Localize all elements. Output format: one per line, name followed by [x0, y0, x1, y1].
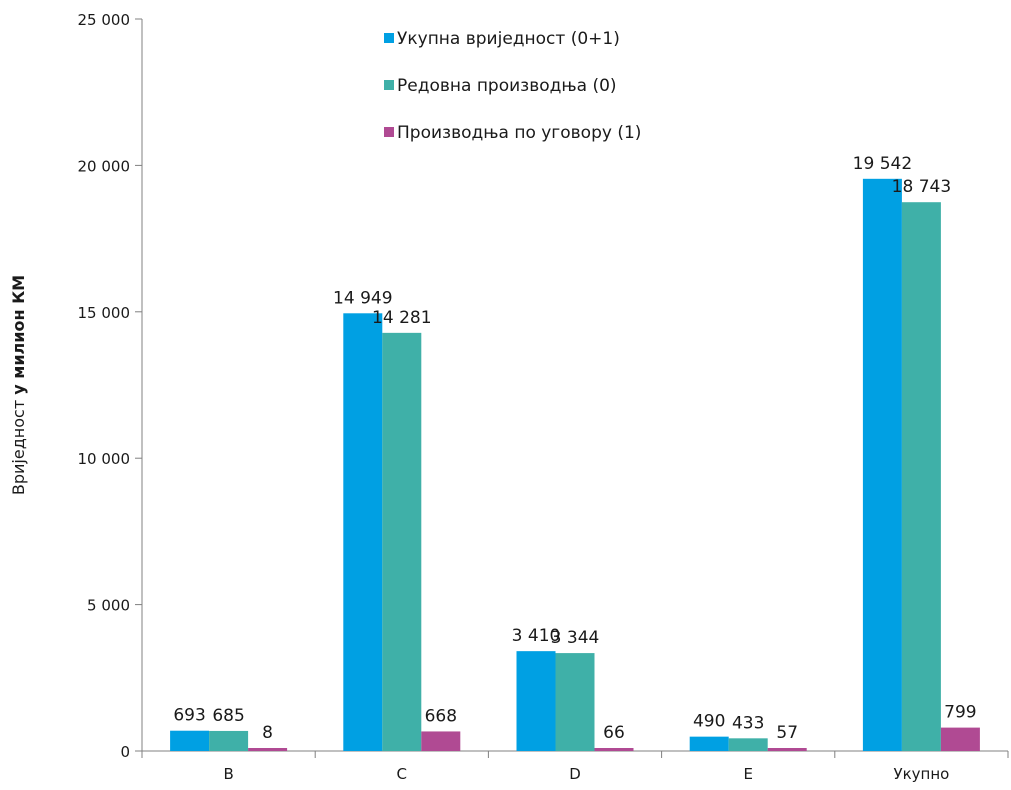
data-label: 693 [173, 706, 205, 726]
data-label: 19 542 [853, 154, 912, 174]
bar [209, 730, 249, 751]
data-label: 490 [693, 712, 725, 732]
x-tick-label: B [223, 765, 233, 783]
x-tick-label: D [569, 765, 581, 783]
y-tick-label: 25 000 [78, 11, 131, 29]
y-tick-label: 0 [120, 743, 130, 761]
bar [767, 748, 807, 751]
bar [248, 748, 288, 751]
x-axis: B C D E Укупно [141, 750, 1009, 783]
legend: Укупна вриједност (0+1) Редовна производњ… [384, 29, 641, 143]
y-tick-label: 5 000 [87, 597, 130, 615]
y-tick-label: 10 000 [78, 450, 131, 468]
legend-label: Редовна производња (0) [397, 76, 617, 96]
bar [421, 731, 461, 751]
legend-label: Укупна вриједност (0+1) [397, 29, 620, 49]
y-axis-label: Вриједност у милион КМ [9, 275, 28, 495]
data-label: 3 344 [551, 628, 600, 648]
x-tick-label: E [743, 765, 752, 783]
data-label: 3 410 [512, 626, 561, 646]
bar [940, 727, 980, 751]
legend-swatch [384, 127, 394, 137]
bar [594, 748, 634, 751]
data-label: 57 [776, 723, 798, 743]
bar [516, 651, 556, 751]
x-tick-label: C [397, 765, 407, 783]
legend-label: Производња по уговору (1) [397, 123, 641, 143]
x-tick-label: Укупно [893, 765, 949, 783]
legend-swatch [384, 80, 394, 90]
y-axis-label-prefix: Вриједност [9, 395, 28, 495]
bar [728, 738, 768, 751]
legend-swatch [384, 33, 394, 43]
data-label: 799 [944, 703, 976, 723]
data-label: 685 [212, 706, 244, 726]
data-label: 14 281 [372, 308, 431, 328]
bar [862, 178, 902, 751]
y-axis-label-unit: у милион КМ [9, 275, 28, 395]
data-label: 18 743 [892, 177, 951, 197]
y-tick-label: 15 000 [78, 304, 131, 322]
bar [689, 736, 729, 751]
data-label: 66 [603, 723, 625, 743]
y-tick-label: 20 000 [78, 157, 131, 175]
data-label: 668 [425, 706, 457, 726]
y-axis: 0 5 000 10 000 15 000 20 000 25 000 [78, 11, 143, 761]
bar [555, 653, 595, 751]
data-label: 14 949 [333, 288, 392, 308]
bars [170, 178, 980, 751]
bar [343, 313, 383, 751]
bar [901, 202, 941, 751]
data-label: 433 [732, 713, 764, 733]
data-label: 8 [262, 723, 273, 743]
bar [170, 730, 210, 751]
bar [382, 332, 422, 751]
